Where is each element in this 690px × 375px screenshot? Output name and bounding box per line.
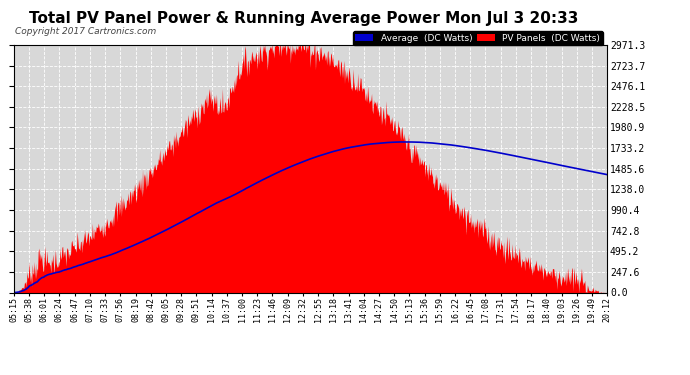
Text: Total PV Panel Power & Running Average Power Mon Jul 3 20:33: Total PV Panel Power & Running Average P… bbox=[29, 11, 578, 26]
Legend: Average  (DC Watts), PV Panels  (DC Watts): Average (DC Watts), PV Panels (DC Watts) bbox=[353, 31, 602, 45]
Text: Copyright 2017 Cartronics.com: Copyright 2017 Cartronics.com bbox=[15, 27, 156, 36]
